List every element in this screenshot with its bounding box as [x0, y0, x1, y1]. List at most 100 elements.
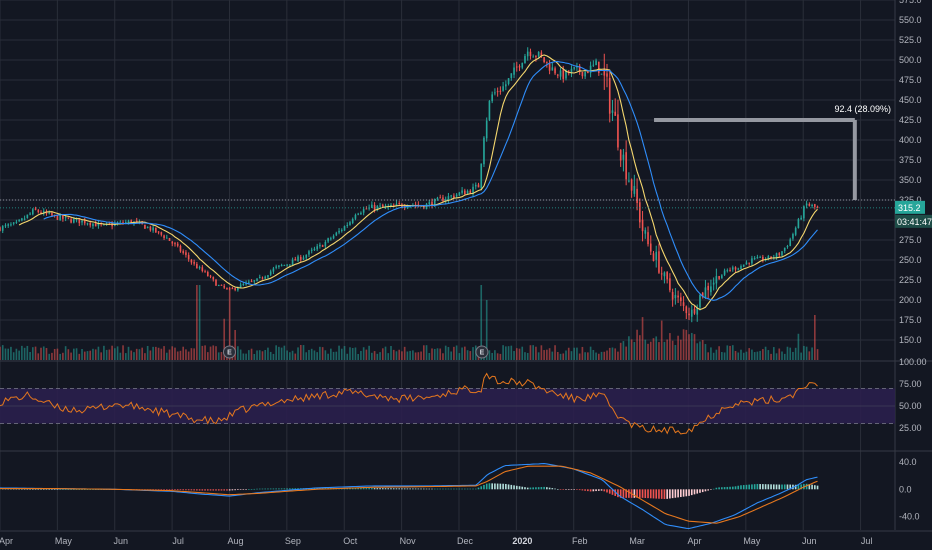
macd-histogram-bar	[250, 489, 253, 490]
macd-histogram-bar	[682, 489, 685, 497]
macd-histogram-bar	[51, 489, 53, 490]
volume-bar	[433, 348, 436, 360]
macd-histogram-bar	[182, 489, 185, 491]
volume-bar	[130, 350, 133, 360]
candle-body	[42, 211, 45, 214]
candle-body	[546, 61, 548, 63]
volume-bar	[94, 349, 97, 360]
time-axis-label: Nov	[400, 536, 417, 546]
macd-histogram-bar	[53, 489, 56, 490]
candle-body	[526, 51, 529, 57]
candle-body	[190, 259, 193, 263]
candle-body	[346, 225, 349, 227]
macd-histogram-bar	[494, 483, 496, 490]
candle-body	[73, 219, 75, 223]
volume-bar	[636, 329, 638, 360]
candle-body	[674, 294, 677, 299]
volume-bar	[198, 285, 201, 360]
macd-histogram-bar	[663, 489, 666, 500]
volume-bar	[401, 351, 403, 360]
macd-histogram-bar	[256, 488, 258, 490]
macd-histogram-bar	[510, 484, 513, 490]
macd-histogram-bar	[652, 489, 655, 499]
macd-histogram-bar	[567, 489, 570, 490]
candle-body	[444, 199, 447, 202]
macd-histogram-bar	[81, 489, 83, 490]
candle-body	[89, 222, 92, 226]
macd-histogram-bar	[554, 488, 556, 490]
macd-histogram-bar	[595, 489, 597, 492]
candle-body	[461, 190, 463, 193]
macd-histogram-bar	[258, 488, 261, 490]
volume-bar	[193, 348, 195, 360]
macd-histogram-bar	[570, 489, 573, 490]
candle-body	[365, 208, 368, 210]
volume-bar	[813, 315, 816, 360]
macd-histogram-bar	[811, 484, 813, 490]
macd-histogram-bar	[215, 489, 217, 491]
volume-bar	[442, 353, 444, 360]
volume-bar	[376, 353, 379, 360]
macd-histogram-bar	[480, 486, 483, 490]
volume-bar	[439, 348, 442, 360]
candle-body	[83, 219, 86, 224]
volume-bar	[521, 346, 524, 360]
macd-histogram-bar	[625, 489, 627, 498]
candle-body	[256, 278, 258, 281]
macd-histogram-bar	[559, 489, 562, 490]
candle-layer	[0, 47, 819, 323]
volume-bar	[696, 343, 699, 360]
candle-body	[275, 266, 277, 268]
volume-bar	[40, 347, 42, 360]
candle-body	[302, 257, 305, 260]
rsi-tick-label: 50.00	[899, 401, 922, 411]
volume-bar	[494, 350, 496, 360]
candle-body	[258, 276, 261, 278]
candle-body	[12, 222, 15, 224]
macd-histogram-bar	[636, 489, 638, 498]
volume-bar	[152, 346, 154, 360]
macd-histogram-bar	[447, 488, 450, 490]
volume-bar	[365, 349, 368, 360]
macd-histogram-bar	[176, 489, 179, 491]
macd-histogram-bar	[379, 488, 381, 490]
candle-body	[510, 73, 513, 79]
volume-bar	[608, 347, 611, 360]
macd-histogram-bar	[248, 489, 250, 490]
macd-histogram-bar	[401, 488, 403, 490]
volume-bar	[488, 350, 491, 360]
candle-body	[122, 222, 124, 224]
volume-bar	[78, 353, 81, 360]
volume-bar	[655, 336, 658, 360]
macd-histogram-bar	[756, 483, 759, 490]
candle-body	[781, 251, 783, 256]
macd-histogram-bar	[813, 485, 816, 490]
macd-histogram-bar	[751, 484, 753, 490]
macd-histogram-bar	[226, 489, 228, 491]
macd-histogram-bar	[731, 486, 734, 490]
macd-tick-label: 0.0	[899, 484, 912, 494]
candle-body	[231, 288, 234, 290]
time-axis-label: Feb	[572, 536, 588, 546]
macd-histogram-bar	[289, 488, 291, 490]
volume-bar	[622, 341, 625, 360]
volume-bar	[182, 346, 185, 360]
macd-histogram-bar	[291, 488, 294, 490]
volume-bar	[338, 345, 340, 360]
candle-body	[299, 256, 302, 260]
volume-bar	[674, 344, 677, 360]
volume-bar	[551, 351, 554, 360]
volume-bar	[756, 351, 759, 360]
price-tick-label: 325.0	[899, 195, 922, 205]
macd-histogram-bar	[721, 487, 723, 490]
volume-bar	[581, 346, 584, 360]
volume-bar	[215, 346, 217, 360]
candle-body	[267, 275, 269, 278]
candle-body	[242, 284, 245, 286]
macd-histogram-bar	[794, 484, 797, 490]
candle-body	[639, 202, 641, 223]
candle-body	[390, 204, 392, 206]
volume-bar	[269, 351, 272, 360]
